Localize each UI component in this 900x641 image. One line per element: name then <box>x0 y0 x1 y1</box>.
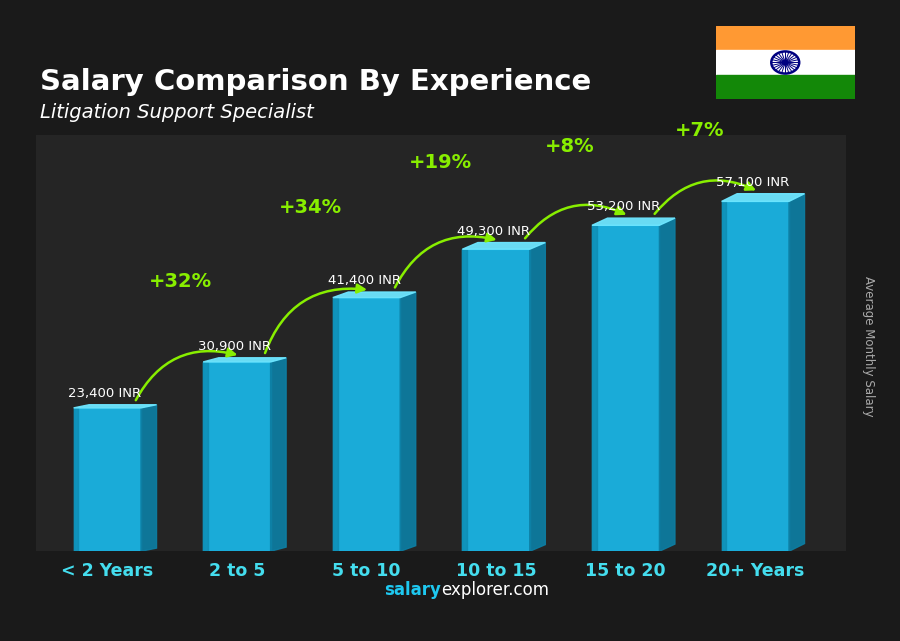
Bar <box>592 225 597 551</box>
Text: Average Monthly Salary: Average Monthly Salary <box>862 276 875 417</box>
Bar <box>74 408 141 551</box>
Bar <box>203 362 271 551</box>
Bar <box>716 50 855 75</box>
Polygon shape <box>463 242 545 249</box>
Text: 30,900 INR: 30,900 INR <box>198 340 271 353</box>
Circle shape <box>782 60 788 65</box>
Text: +7%: +7% <box>674 121 724 140</box>
Polygon shape <box>660 218 675 551</box>
Text: 41,400 INR: 41,400 INR <box>328 274 400 287</box>
Text: explorer.com: explorer.com <box>441 581 549 599</box>
Polygon shape <box>271 358 286 551</box>
Bar <box>74 408 78 551</box>
Bar <box>722 201 789 551</box>
Polygon shape <box>74 404 157 408</box>
Text: 23,400 INR: 23,400 INR <box>68 387 141 400</box>
Bar <box>333 297 400 551</box>
Bar <box>463 249 467 551</box>
Bar <box>722 201 726 551</box>
Polygon shape <box>530 242 545 551</box>
Bar <box>333 297 338 551</box>
Bar <box>203 362 208 551</box>
Bar <box>716 26 855 50</box>
Text: 57,100 INR: 57,100 INR <box>716 176 789 188</box>
Text: salary: salary <box>384 581 441 599</box>
Bar <box>716 75 855 99</box>
Text: 53,200 INR: 53,200 INR <box>587 200 660 213</box>
Text: +8%: +8% <box>544 137 595 156</box>
Text: +34%: +34% <box>279 198 342 217</box>
Bar <box>592 225 660 551</box>
Text: +32%: +32% <box>149 272 212 291</box>
Bar <box>463 249 530 551</box>
Polygon shape <box>592 218 675 225</box>
Text: 49,300 INR: 49,300 INR <box>457 224 530 238</box>
Polygon shape <box>722 194 805 201</box>
Polygon shape <box>789 194 805 551</box>
Polygon shape <box>400 292 416 551</box>
Polygon shape <box>333 292 416 297</box>
Text: +19%: +19% <box>409 153 472 172</box>
Polygon shape <box>203 358 286 362</box>
Text: Salary Comparison By Experience: Salary Comparison By Experience <box>40 68 591 96</box>
Text: Litigation Support Specialist: Litigation Support Specialist <box>40 103 314 122</box>
Polygon shape <box>141 404 157 551</box>
